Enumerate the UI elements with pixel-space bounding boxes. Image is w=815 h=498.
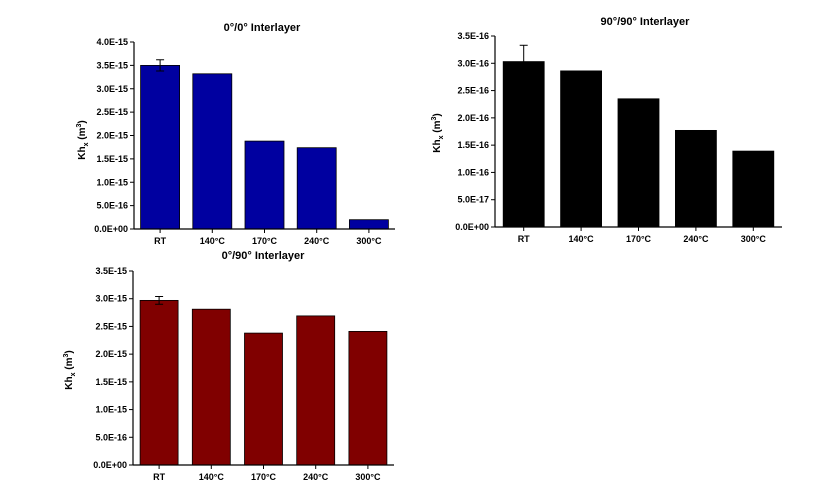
x-tick-label: 240°C bbox=[683, 234, 709, 244]
y-tick-label: 5.0E-16 bbox=[95, 432, 127, 442]
x-tick-label: 140°C bbox=[199, 472, 225, 482]
y-tick-label: 0.0E+00 bbox=[455, 222, 489, 232]
y-tick-label: 2.5E-15 bbox=[95, 321, 127, 331]
x-tick-label: 240°C bbox=[304, 236, 330, 246]
y-tick-label: 2.0E-15 bbox=[95, 349, 127, 359]
bar-240c bbox=[296, 147, 337, 230]
bar-300c bbox=[348, 219, 389, 230]
y-tick-label: 0.0E+00 bbox=[94, 224, 128, 234]
y-tick-label: 2.0E-15 bbox=[96, 131, 128, 141]
bar-rt bbox=[140, 65, 181, 230]
x-tick-label: 300°C bbox=[741, 234, 767, 244]
x-tick-label: 300°C bbox=[355, 472, 381, 482]
x-tick-label: RT bbox=[153, 472, 165, 482]
x-tick-label: RT bbox=[154, 236, 166, 246]
x-tick-label: 140°C bbox=[569, 234, 595, 244]
y-tick-label: 4.0E-15 bbox=[96, 37, 128, 47]
bar-300c bbox=[732, 150, 775, 228]
bar-140c bbox=[191, 308, 231, 466]
bar-rt bbox=[139, 299, 179, 466]
y-tick-label: 1.5E-15 bbox=[95, 377, 127, 387]
bar-rt bbox=[502, 61, 545, 228]
y-tick-label: 3.0E-15 bbox=[96, 84, 128, 94]
y-axis-label: Khx (m3) bbox=[76, 120, 90, 160]
chart-title: 0°/90° Interlayer bbox=[222, 250, 306, 262]
x-tick-label: 170°C bbox=[252, 236, 278, 246]
y-tick-label: 1.5E-15 bbox=[96, 154, 128, 164]
y-tick-label: 3.5E-16 bbox=[457, 31, 489, 41]
y-tick-label: 3.5E-15 bbox=[96, 60, 128, 70]
bar-300c bbox=[348, 330, 388, 466]
chart-title: 90°/90° Interlayer bbox=[601, 16, 691, 28]
y-tick-label: 2.0E-16 bbox=[457, 113, 489, 123]
bar-240c bbox=[296, 315, 336, 466]
y-tick-label: 3.5E-15 bbox=[95, 266, 127, 276]
y-tick-label: 3.0E-16 bbox=[457, 58, 489, 68]
y-tick-label: 3.0E-15 bbox=[95, 294, 127, 304]
x-tick-label: 170°C bbox=[626, 234, 652, 244]
y-tick-label: 1.5E-16 bbox=[457, 140, 489, 150]
x-tick-label: RT bbox=[518, 234, 530, 244]
x-tick-label: 240°C bbox=[303, 472, 329, 482]
bar-170c bbox=[617, 98, 660, 228]
y-tick-label: 5.0E-16 bbox=[96, 201, 128, 211]
x-tick-label: 170°C bbox=[251, 472, 277, 482]
bar-170c bbox=[244, 332, 283, 466]
y-tick-label: 1.0E-15 bbox=[95, 405, 127, 415]
chart-panel-90-90-interlayer: 90°/90° Interlayer Khx (m3) RT 140°C 170°C… bbox=[431, 16, 782, 244]
x-tick-label: 300°C bbox=[356, 236, 382, 246]
y-tick-label: 1.0E-15 bbox=[96, 177, 128, 187]
y-tick-label: 2.5E-15 bbox=[96, 107, 128, 117]
bar-140c bbox=[560, 70, 602, 228]
bar-170c bbox=[244, 140, 285, 230]
y-axis-label: Khx (m3) bbox=[63, 350, 77, 390]
y-tick-label: 0.0E+00 bbox=[93, 460, 127, 470]
x-tick-label: 140°C bbox=[200, 236, 226, 246]
y-tick-label: 2.5E-16 bbox=[457, 86, 489, 96]
chart-panel-0-90-interlayer: 0°/90° Interlayer Khx (m3) RT 140°C 170°C 2… bbox=[63, 250, 394, 482]
chart-title: 0°/0° Interlayer bbox=[224, 22, 301, 34]
y-tick-label: 1.0E-16 bbox=[457, 167, 489, 177]
bar-240c bbox=[675, 129, 717, 228]
y-axis-label: Khx (m3) bbox=[431, 113, 445, 153]
chart-panel-0-0-interlayer: 0°/0° Interlayer Khx (m3) RT 140°C 170°C 24… bbox=[76, 22, 395, 246]
bar-140c bbox=[192, 73, 233, 230]
y-tick-label: 5.0E-17 bbox=[457, 195, 489, 205]
